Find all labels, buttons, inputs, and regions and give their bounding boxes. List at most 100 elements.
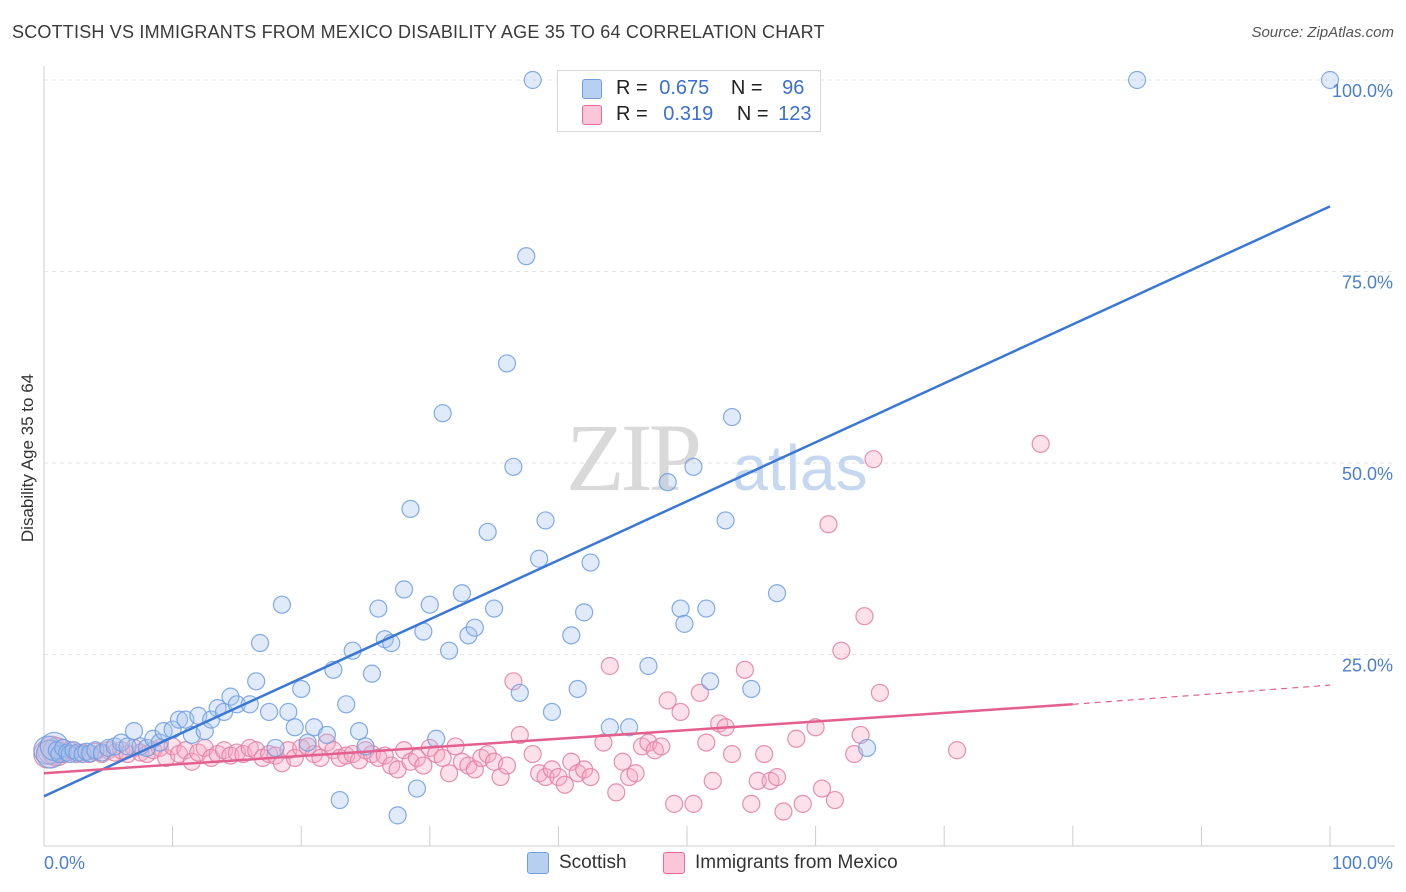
watermark: ZIP atlas [566,404,868,511]
data-point [742,679,761,699]
mexico-r-label: R = [616,102,648,125]
data-point [394,580,414,599]
mexico-legend-label: Immigrants from Mexico [695,852,898,873]
data-point [1127,70,1147,90]
data-point [819,515,838,534]
data-point [793,794,812,813]
data-point [735,660,754,679]
data-point [613,752,632,771]
scottish-r-value: 0.675 [659,76,710,99]
legend-item-scottish[interactable]: Scottish [527,852,627,874]
mexico-swatch [582,105,602,125]
data-point [169,710,189,729]
data-point [742,794,761,813]
data-point [755,744,774,764]
data-point [536,511,555,530]
data-point [665,794,684,813]
data-point [517,247,536,266]
data-point [407,779,427,798]
data-point [684,794,703,813]
data-point [330,790,349,810]
data-point [594,733,613,752]
data-point [658,691,677,710]
mexico-legend-swatch [663,852,685,874]
data-point [600,656,619,676]
data-point [118,737,137,756]
data-point [857,738,877,758]
data-point [600,718,619,737]
data-point [697,599,716,618]
legend-item-mexico[interactable]: Immigrants from Mexico [663,852,898,874]
data-point [298,733,317,752]
data-point [716,511,735,530]
data-point [433,404,452,423]
mexico-trend-extension [1072,684,1331,705]
data-point [684,457,703,476]
data-point [465,760,484,779]
data-point [722,744,742,764]
data-point [279,702,298,722]
data-point [369,599,388,618]
data-point [581,553,600,572]
x-tick-label-min: 0.0% [44,853,85,873]
data-point [675,614,694,633]
data-point [530,549,549,568]
data-point [671,599,690,618]
data-point [555,775,574,794]
chart-title: SCOTTISH VS IMMIGRANTS FROM MEXICO DISAB… [12,22,825,42]
data-point [812,779,832,798]
data-point [272,595,292,614]
data-point [504,672,523,691]
data-point [774,802,793,821]
correlation-legend: R = 0.675 N = 96 R = 0.319 N = 123 [557,70,821,132]
data-point [349,721,369,741]
data-point [497,756,517,775]
data-point [748,771,767,790]
y-tick-label: 75.0% [1342,273,1393,293]
y-tick-label: 25.0% [1342,656,1393,676]
data-point [452,584,472,603]
data-point [542,702,562,722]
y-tick-label: 100.0% [1332,81,1393,101]
data-point [485,599,504,618]
data-point [259,702,279,722]
data-point [247,672,266,691]
data-point [855,607,874,626]
series-legend: Scottish Immigrants from Mexico [0,852,1406,878]
data-point [639,656,658,676]
data-point [607,783,626,802]
source-label: Source: ZipAtlas.com [1251,24,1394,41]
data-point [250,633,270,653]
data-point [947,741,967,760]
mexico-n-label: N = [736,102,769,125]
data-point [388,806,407,825]
data-point [420,595,439,614]
mexico-trend-line [43,703,1073,775]
mexico-n-value: 123 [778,102,812,125]
data-point [1320,70,1340,90]
scottish-swatch [582,79,602,99]
watermark-atlas: atlas [732,432,867,504]
data-point [292,679,311,699]
mexico-points [33,434,1050,821]
scottish-trend-line [43,205,1331,798]
data-point [491,767,510,787]
data-point [620,718,639,737]
data-point [1031,434,1050,453]
data-point [285,718,304,737]
data-point [523,70,542,90]
data-point [439,764,459,783]
scottish-r-label: R = [616,76,648,99]
data-point [722,407,742,427]
data-point [523,744,542,764]
tick-labels: 25.0% 50.0% 75.0% 100.0% 0.0% 100.0% [44,81,1393,873]
data-point [701,672,720,691]
data-point [581,767,600,787]
scottish-n-value: 96 [782,76,805,99]
mexico-r-value: 0.319 [663,102,714,125]
data-point [787,729,806,748]
data-point [478,522,497,542]
data-point [825,790,844,810]
scottish-legend-swatch [527,852,549,874]
y-tick-label: 50.0% [1342,464,1393,484]
